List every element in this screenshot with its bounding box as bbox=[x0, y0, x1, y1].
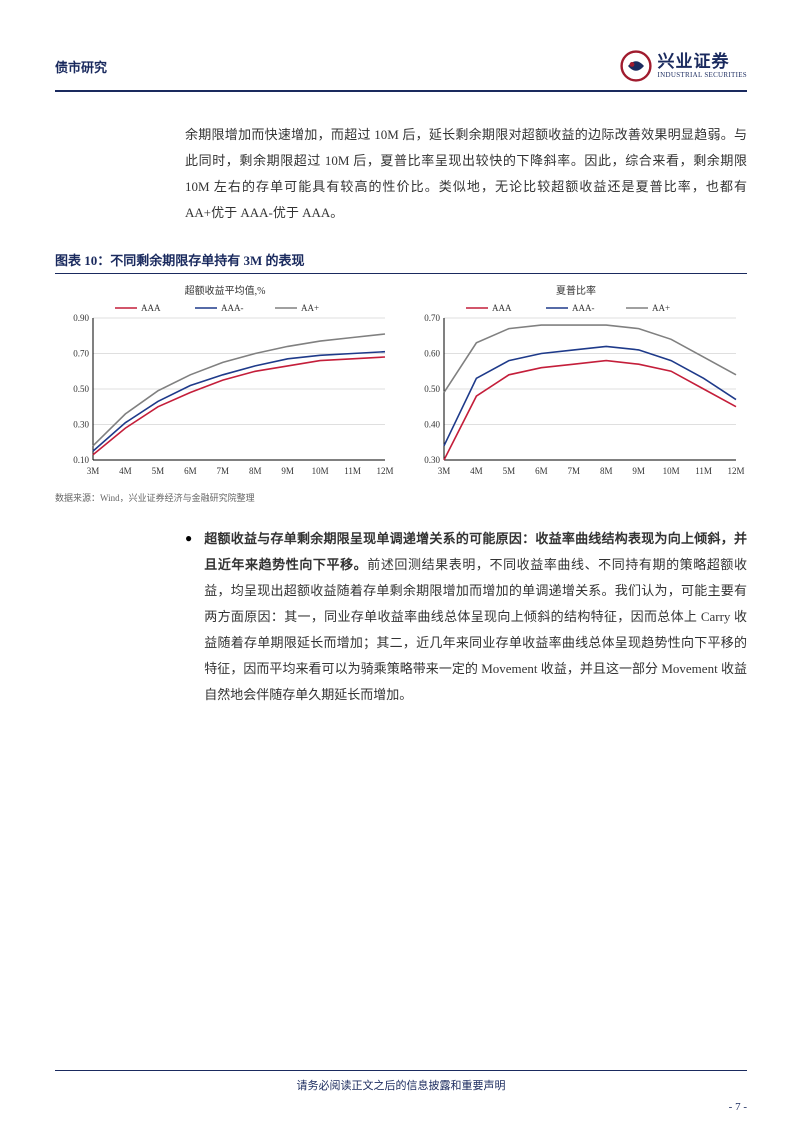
svg-text:0.30: 0.30 bbox=[73, 420, 89, 430]
logo-text-en: INDUSTRIAL SECURITIES bbox=[658, 72, 747, 80]
page-header: 债市研究 兴业证券 INDUSTRIAL SECURITIES bbox=[55, 50, 747, 92]
svg-text:0.70: 0.70 bbox=[73, 349, 89, 359]
svg-text:9M: 9M bbox=[281, 466, 294, 476]
bullet-icon: ● bbox=[185, 526, 192, 708]
svg-text:0.50: 0.50 bbox=[424, 384, 440, 394]
svg-text:超额收益平均值,%: 超额收益平均值,% bbox=[185, 284, 266, 297]
charts-container: 超额收益平均值,% AAA AAA- AA+ 0.10 0.30 0.50 0.70 0.90 3… bbox=[55, 282, 747, 487]
svg-text:8M: 8M bbox=[249, 466, 262, 476]
page-footer: 请务必阅读正文之后的信息披露和重要声明 bbox=[55, 1070, 747, 1093]
chart-title: 图表 10：不同剩余期限存单持有 3M 的表现 bbox=[55, 250, 747, 274]
svg-text:0.70: 0.70 bbox=[424, 313, 440, 323]
logo-icon bbox=[620, 50, 652, 82]
svg-text:8M: 8M bbox=[600, 466, 613, 476]
svg-text:0.90: 0.90 bbox=[73, 313, 89, 323]
svg-text:0.60: 0.60 bbox=[424, 349, 440, 359]
svg-text:0.50: 0.50 bbox=[73, 384, 89, 394]
svg-text:0.40: 0.40 bbox=[424, 420, 440, 430]
svg-text:10M: 10M bbox=[312, 466, 329, 476]
doc-category: 债市研究 bbox=[55, 57, 107, 76]
chart-left: 超额收益平均值,% AAA AAA- AA+ 0.10 0.30 0.50 0.70 0.90 3… bbox=[55, 282, 396, 487]
chart-right: 夏普比率 AAA AAA- AA+ 0.30 0.40 0.50 0.60 0.70 3M 4M 5M… bbox=[406, 282, 747, 487]
svg-text:3M: 3M bbox=[87, 466, 100, 476]
svg-text:AAA: AAA bbox=[492, 303, 512, 313]
svg-text:9M: 9M bbox=[632, 466, 645, 476]
svg-text:12M: 12M bbox=[376, 466, 393, 476]
svg-text:4M: 4M bbox=[119, 466, 132, 476]
svg-text:5M: 5M bbox=[503, 466, 516, 476]
svg-text:7M: 7M bbox=[568, 466, 581, 476]
svg-text:6M: 6M bbox=[535, 466, 548, 476]
svg-text:11M: 11M bbox=[344, 466, 361, 476]
svg-text:0.10: 0.10 bbox=[73, 455, 89, 465]
paragraph-1: 余期限增加而快速增加，而超过 10M 后，延长剩余期限对超额收益的边际改善效果明… bbox=[185, 122, 747, 226]
svg-text:7M: 7M bbox=[217, 466, 230, 476]
svg-text:3M: 3M bbox=[438, 466, 451, 476]
svg-text:4M: 4M bbox=[470, 466, 483, 476]
bullet-text: 超额收益与存单剩余期限呈现单调递增关系的可能原因：收益率曲线结构表现为向上倾斜，… bbox=[204, 526, 747, 708]
company-logo: 兴业证券 INDUSTRIAL SECURITIES bbox=[620, 50, 747, 82]
svg-text:AAA-: AAA- bbox=[221, 303, 244, 313]
svg-text:11M: 11M bbox=[695, 466, 712, 476]
svg-text:5M: 5M bbox=[152, 466, 165, 476]
footer-disclaimer: 请务必阅读正文之后的信息披露和重要声明 bbox=[55, 1070, 747, 1093]
chart-source: 数据来源：Wind，兴业证券经济与金融研究院整理 bbox=[55, 491, 747, 504]
svg-text:AA+: AA+ bbox=[652, 303, 670, 313]
svg-text:AAA-: AAA- bbox=[572, 303, 595, 313]
svg-text:AAA: AAA bbox=[141, 303, 161, 313]
page-number: - 7 - bbox=[729, 1101, 747, 1113]
svg-text:6M: 6M bbox=[184, 466, 197, 476]
svg-text:0.30: 0.30 bbox=[424, 455, 440, 465]
bullet-rest: 前述回测结果表明，不同收益率曲线、不同持有期的策略超额收益，均呈现出超额收益随着… bbox=[204, 557, 747, 702]
svg-text:12M: 12M bbox=[727, 466, 744, 476]
svg-text:AA+: AA+ bbox=[301, 303, 319, 313]
svg-text:夏普比率: 夏普比率 bbox=[556, 284, 596, 297]
svg-text:10M: 10M bbox=[663, 466, 680, 476]
logo-text-cn: 兴业证券 bbox=[658, 53, 747, 72]
bullet-section: ● 超额收益与存单剩余期限呈现单调递增关系的可能原因：收益率曲线结构表现为向上倾… bbox=[185, 526, 747, 708]
